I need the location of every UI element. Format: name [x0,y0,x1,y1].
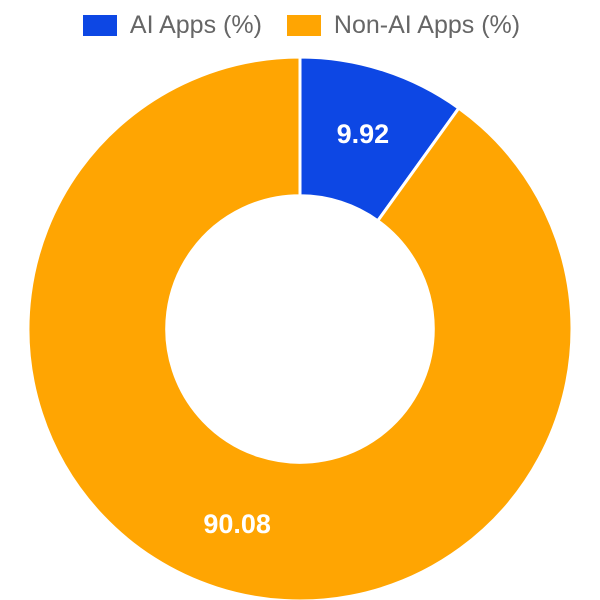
legend-item-non-ai-apps[interactable]: Non-AI Apps (%) [283,11,521,39]
chart-legend: AI Apps (%) Non-AI Apps (%) [0,12,600,39]
slice-value-label: 9.92 [337,119,390,149]
pie-slice-non-ai-apps[interactable] [26,55,574,600]
slice-value-label: 90.08 [203,509,271,539]
legend-label-non-ai-apps: Non-AI Apps (%) [333,11,521,39]
legend-swatch-non-ai-apps [283,12,324,39]
legend-label-ai-apps: AI Apps (%) [129,11,262,39]
legend-swatch-ai-apps [79,12,120,39]
legend-item-ai-apps[interactable]: AI Apps (%) [79,11,262,39]
